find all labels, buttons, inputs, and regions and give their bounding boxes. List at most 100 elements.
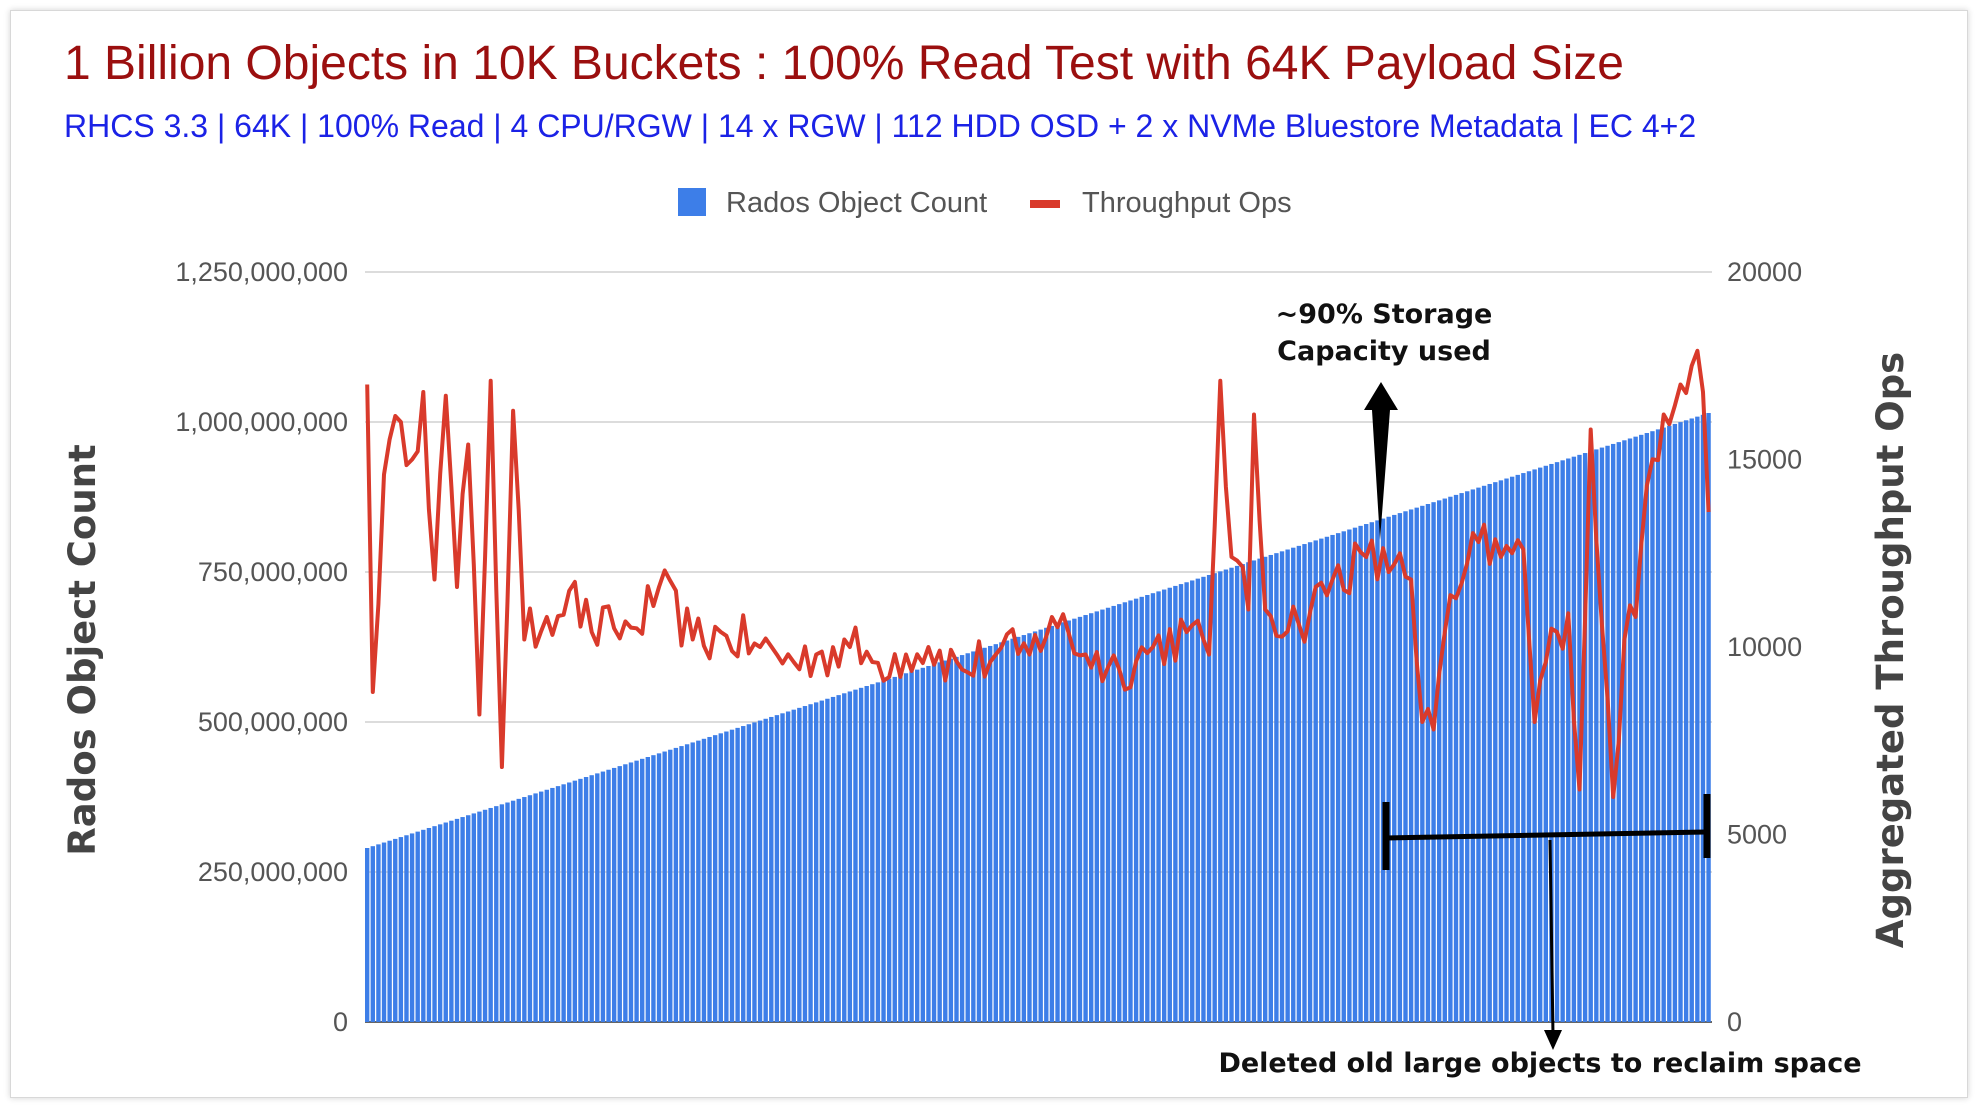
bar [1302, 544, 1307, 1022]
bar [1212, 573, 1217, 1022]
bar [656, 753, 662, 1022]
bar [926, 665, 931, 1022]
bar [1526, 471, 1532, 1022]
bar [1167, 587, 1172, 1022]
bar [387, 840, 392, 1022]
bar [516, 798, 521, 1022]
bar [791, 709, 796, 1022]
bar [1566, 458, 1571, 1022]
bar [679, 746, 684, 1022]
bar [1644, 433, 1650, 1022]
bar [1425, 504, 1431, 1022]
bar [1016, 636, 1021, 1022]
bar [729, 729, 735, 1022]
bar [1184, 582, 1189, 1022]
left-tick-label: 0 [333, 1007, 348, 1037]
bar [1178, 584, 1184, 1022]
bar [1493, 482, 1498, 1022]
annotation-up-arrow [1364, 382, 1398, 540]
bar [370, 846, 375, 1022]
bar [1453, 494, 1459, 1022]
bar [1695, 416, 1700, 1022]
bar [1010, 638, 1015, 1022]
bar [769, 716, 774, 1022]
bar [471, 813, 477, 1022]
bar [1476, 487, 1481, 1022]
bar [454, 818, 460, 1022]
bar [959, 655, 965, 1022]
bar [1375, 520, 1380, 1022]
bar [583, 777, 589, 1022]
annotation-down-arrow-head [1544, 1030, 1562, 1050]
line-series-throughput-ops [365, 348, 1711, 799]
bar [437, 824, 443, 1022]
bar [1504, 478, 1509, 1022]
bar [836, 695, 841, 1022]
bar [1560, 460, 1565, 1022]
bar [1049, 625, 1055, 1022]
bar [1072, 618, 1077, 1022]
bar [1251, 560, 1257, 1022]
bar [510, 800, 516, 1022]
bar [1296, 545, 1302, 1022]
bar [561, 784, 566, 1022]
bar [578, 778, 583, 1022]
bar [1027, 633, 1032, 1022]
left-axis-title: Rados Object Count [61, 444, 104, 855]
bar [808, 704, 813, 1022]
bar [600, 771, 606, 1022]
bar [1459, 493, 1464, 1023]
bar [785, 711, 791, 1022]
bar [527, 795, 533, 1022]
bar [1089, 613, 1094, 1022]
bar [376, 844, 381, 1022]
bar [1369, 522, 1375, 1022]
bar [1532, 469, 1537, 1022]
bar [1190, 580, 1195, 1022]
bar [1498, 480, 1504, 1023]
bar [1218, 571, 1223, 1022]
bar [1599, 447, 1605, 1023]
bar [881, 680, 886, 1022]
bar [589, 775, 594, 1022]
bar [735, 727, 740, 1022]
bar [1465, 491, 1470, 1022]
bar [628, 762, 634, 1022]
bar [606, 769, 611, 1022]
bar [1032, 631, 1038, 1022]
bar [1431, 502, 1436, 1022]
bar [1206, 574, 1212, 1022]
bar [1386, 516, 1391, 1022]
bar [915, 669, 920, 1022]
bar [1364, 524, 1369, 1022]
bar [690, 742, 695, 1022]
bar [494, 806, 499, 1022]
bar [1111, 605, 1116, 1022]
bar [398, 837, 404, 1022]
bar [617, 766, 622, 1022]
bar [1448, 496, 1453, 1023]
bar [1117, 604, 1122, 1022]
bar [718, 733, 723, 1022]
bar [651, 755, 656, 1022]
left-tick-label: 500,000,000 [198, 707, 348, 737]
bar [1392, 514, 1397, 1022]
bar [466, 815, 471, 1022]
bar [673, 747, 679, 1022]
bar [802, 706, 808, 1022]
bar [1307, 542, 1313, 1022]
bar [1594, 449, 1599, 1022]
bar [1150, 593, 1156, 1022]
bar [634, 760, 639, 1022]
bar [1538, 467, 1543, 1023]
bar [1655, 429, 1661, 1022]
bar [797, 707, 802, 1022]
bar [1246, 562, 1251, 1022]
bar [1380, 518, 1386, 1022]
bar [1094, 611, 1100, 1022]
bar [1139, 596, 1144, 1022]
annotation-storage-line2: Capacity used [1277, 336, 1491, 367]
bar [1066, 620, 1071, 1022]
bar [757, 720, 763, 1022]
bar [1352, 527, 1358, 1022]
